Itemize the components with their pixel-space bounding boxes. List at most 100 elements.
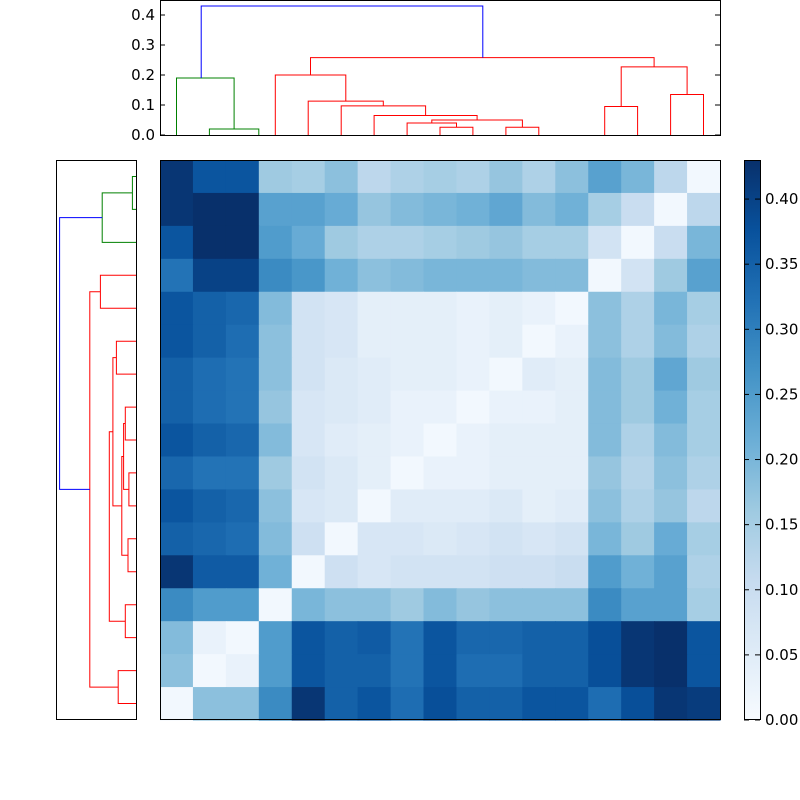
heatmap-cell — [357, 357, 392, 392]
heatmap-cell — [456, 522, 491, 556]
heatmap-cell — [555, 687, 589, 721]
colorbar-tick-label: 0.15 — [765, 516, 798, 534]
heatmap-cell — [654, 621, 688, 655]
heatmap-cell — [654, 225, 688, 260]
heatmap-cell — [489, 456, 523, 491]
heatmap-cell — [390, 291, 425, 326]
heatmap-cell — [258, 456, 293, 491]
heatmap-cell — [324, 258, 359, 293]
heatmap-cell — [291, 357, 326, 392]
heatmap-cell — [258, 489, 293, 523]
heatmap-cell — [489, 522, 523, 556]
heatmap-cell — [258, 621, 293, 655]
heatmap-cell — [687, 621, 721, 655]
top-dendrogram-tick-label: 0.0 — [131, 126, 155, 144]
heatmap-cell — [522, 423, 556, 458]
heatmap-cell — [192, 456, 227, 491]
heatmap-cell — [654, 258, 688, 293]
heatmap-cell — [489, 291, 523, 326]
heatmap-cell — [489, 423, 523, 458]
heatmap-cell — [390, 489, 425, 523]
heatmap-cell — [522, 160, 556, 194]
left-dendrogram-link — [59, 217, 103, 490]
heatmap-cell — [588, 258, 622, 293]
heatmap-cell — [357, 225, 392, 260]
left-dendrogram-link — [99, 274, 136, 309]
heatmap-cell — [324, 357, 359, 392]
heatmap-cell — [687, 160, 721, 194]
heatmap-cell — [423, 522, 458, 556]
heatmap-cell — [225, 357, 260, 392]
top-dendrogram-tick-label: 0.3 — [131, 36, 155, 54]
top-dendrogram-link — [604, 106, 639, 135]
heatmap-cell — [522, 258, 556, 293]
heatmap-cell — [160, 588, 194, 622]
left-dendrogram-link — [89, 291, 119, 688]
heatmap-cell — [160, 489, 194, 523]
heatmap-cell — [522, 588, 556, 622]
heatmap-cell — [555, 258, 589, 293]
heatmap-cell — [324, 390, 359, 425]
top-dendrogram-link — [340, 105, 427, 135]
heatmap-cell — [489, 357, 523, 392]
heatmap-cell — [160, 456, 194, 491]
left-dendrogram-link — [108, 431, 126, 622]
heatmap-cell — [225, 621, 260, 655]
heatmap-cell — [192, 555, 227, 589]
heatmap-cell — [291, 522, 326, 556]
heatmap-cell — [291, 258, 326, 293]
heatmap-cell — [588, 357, 622, 392]
left-dendrogram-link — [124, 406, 136, 441]
heatmap-cell — [291, 390, 326, 425]
heatmap-cell — [687, 522, 721, 556]
heatmap-cell — [456, 225, 491, 260]
heatmap-cell — [654, 160, 688, 194]
heatmap-cell — [654, 192, 688, 227]
heatmap-cell — [258, 588, 293, 622]
heatmap-cell — [390, 225, 425, 260]
top-dendrogram-link — [176, 77, 235, 135]
top-dendrogram-link — [406, 122, 457, 135]
top-dendrogram-link — [310, 57, 655, 75]
heatmap-cell — [522, 324, 556, 359]
heatmap-cell — [423, 160, 458, 194]
top-dendrogram-tick-label: 0.4 — [131, 6, 155, 24]
heatmap-cell — [390, 588, 425, 622]
heatmap-cell — [555, 357, 589, 392]
heatmap-cell — [291, 555, 326, 589]
heatmap-cell — [291, 654, 326, 688]
heatmap-cell — [225, 423, 260, 458]
heatmap-cell — [423, 489, 458, 523]
heatmap-cell — [160, 522, 194, 556]
heatmap-cell — [192, 390, 227, 425]
heatmap-cell — [456, 555, 491, 589]
top-dendrogram-link — [505, 126, 540, 135]
heatmap-cell — [555, 192, 589, 227]
heatmap-cell — [456, 423, 491, 458]
colorbar-tick-label: 0.40 — [765, 190, 798, 208]
heatmap-cell — [160, 390, 194, 425]
top-dendrogram-links — [176, 5, 704, 135]
colorbar-tick-label: 0.25 — [765, 385, 798, 403]
heatmap-axes — [160, 160, 721, 721]
heatmap-cell — [588, 225, 622, 260]
heatmap-cell — [291, 324, 326, 359]
heatmap-cell — [621, 357, 655, 392]
heatmap-cell — [357, 258, 392, 293]
heatmap-cell — [555, 489, 589, 523]
heatmap-cell — [456, 291, 491, 326]
heatmap-cell — [423, 654, 458, 688]
colorbar-ticks: 0.00 0.05 0.10 0.15 0.20 0.25 0.30 0.35 0.40 — [744, 190, 798, 729]
heatmap-cell — [192, 225, 227, 260]
heatmap-cell — [357, 489, 392, 523]
heatmap-cell — [522, 654, 556, 688]
heatmap-cell — [291, 291, 326, 326]
heatmap-cell — [588, 588, 622, 622]
top-dendrogram-link — [620, 66, 688, 107]
heatmap-cell — [225, 489, 260, 523]
heatmap-cell — [160, 160, 194, 194]
heatmap-cell — [456, 160, 491, 194]
colorbar-tick-label: 0.30 — [765, 320, 798, 338]
heatmap-cell — [390, 160, 425, 194]
heatmap-cell — [687, 324, 721, 359]
